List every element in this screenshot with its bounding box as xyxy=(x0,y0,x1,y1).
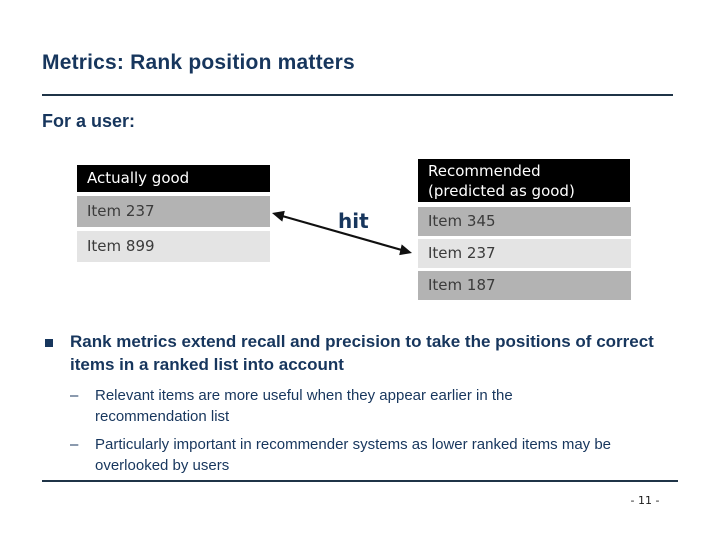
actually-good-table: Actually good Item 237 Item 899 xyxy=(77,165,270,266)
sub-bullet-1-line1: Relevant items are more useful when they… xyxy=(95,387,513,404)
sub-bullet-2: – Particularly important in recommender … xyxy=(70,434,611,476)
table-row: Item 187 xyxy=(418,271,631,300)
dash-bullet-icon: – xyxy=(70,436,79,453)
sub-bullet-2-line2: overlooked by users xyxy=(95,457,230,474)
main-bullet-line2: items in a ranked list into account xyxy=(70,355,344,374)
table-row: Item 237 xyxy=(77,196,270,227)
hit-label: hit xyxy=(338,209,369,233)
table-row: Item 345 xyxy=(418,207,631,236)
actually-good-header: Actually good xyxy=(77,165,270,192)
recommended-header: Recommended (predicted as good) xyxy=(418,159,630,202)
recommended-header-line1: Recommended xyxy=(428,162,541,180)
page-title: Metrics: Rank position matters xyxy=(42,51,355,74)
page-number: - 11 - xyxy=(630,494,660,507)
title-divider-line xyxy=(42,94,673,96)
main-bullet-text: Rank metrics extend recall and precision… xyxy=(70,330,654,376)
sub-bullet-1-line2: recommendation list xyxy=(95,408,230,425)
dash-bullet-icon: – xyxy=(70,387,79,404)
bullet-square-icon xyxy=(45,339,53,347)
recommended-header-line2: (predicted as good) xyxy=(428,182,575,200)
sub-bullet-2-line1: Particularly important in recommender sy… xyxy=(95,436,612,453)
main-bullet-line1: Rank metrics extend recall and precision… xyxy=(70,332,654,351)
subtitle-for-a-user: For a user: xyxy=(42,111,136,131)
footer-divider-line xyxy=(42,480,678,482)
sub-bullet-1: – Relevant items are more useful when th… xyxy=(70,385,513,427)
table-row: Item 899 xyxy=(77,231,270,262)
table-row: Item 237 xyxy=(418,239,631,268)
recommended-table: Recommended (predicted as good) Item 345… xyxy=(418,159,631,303)
